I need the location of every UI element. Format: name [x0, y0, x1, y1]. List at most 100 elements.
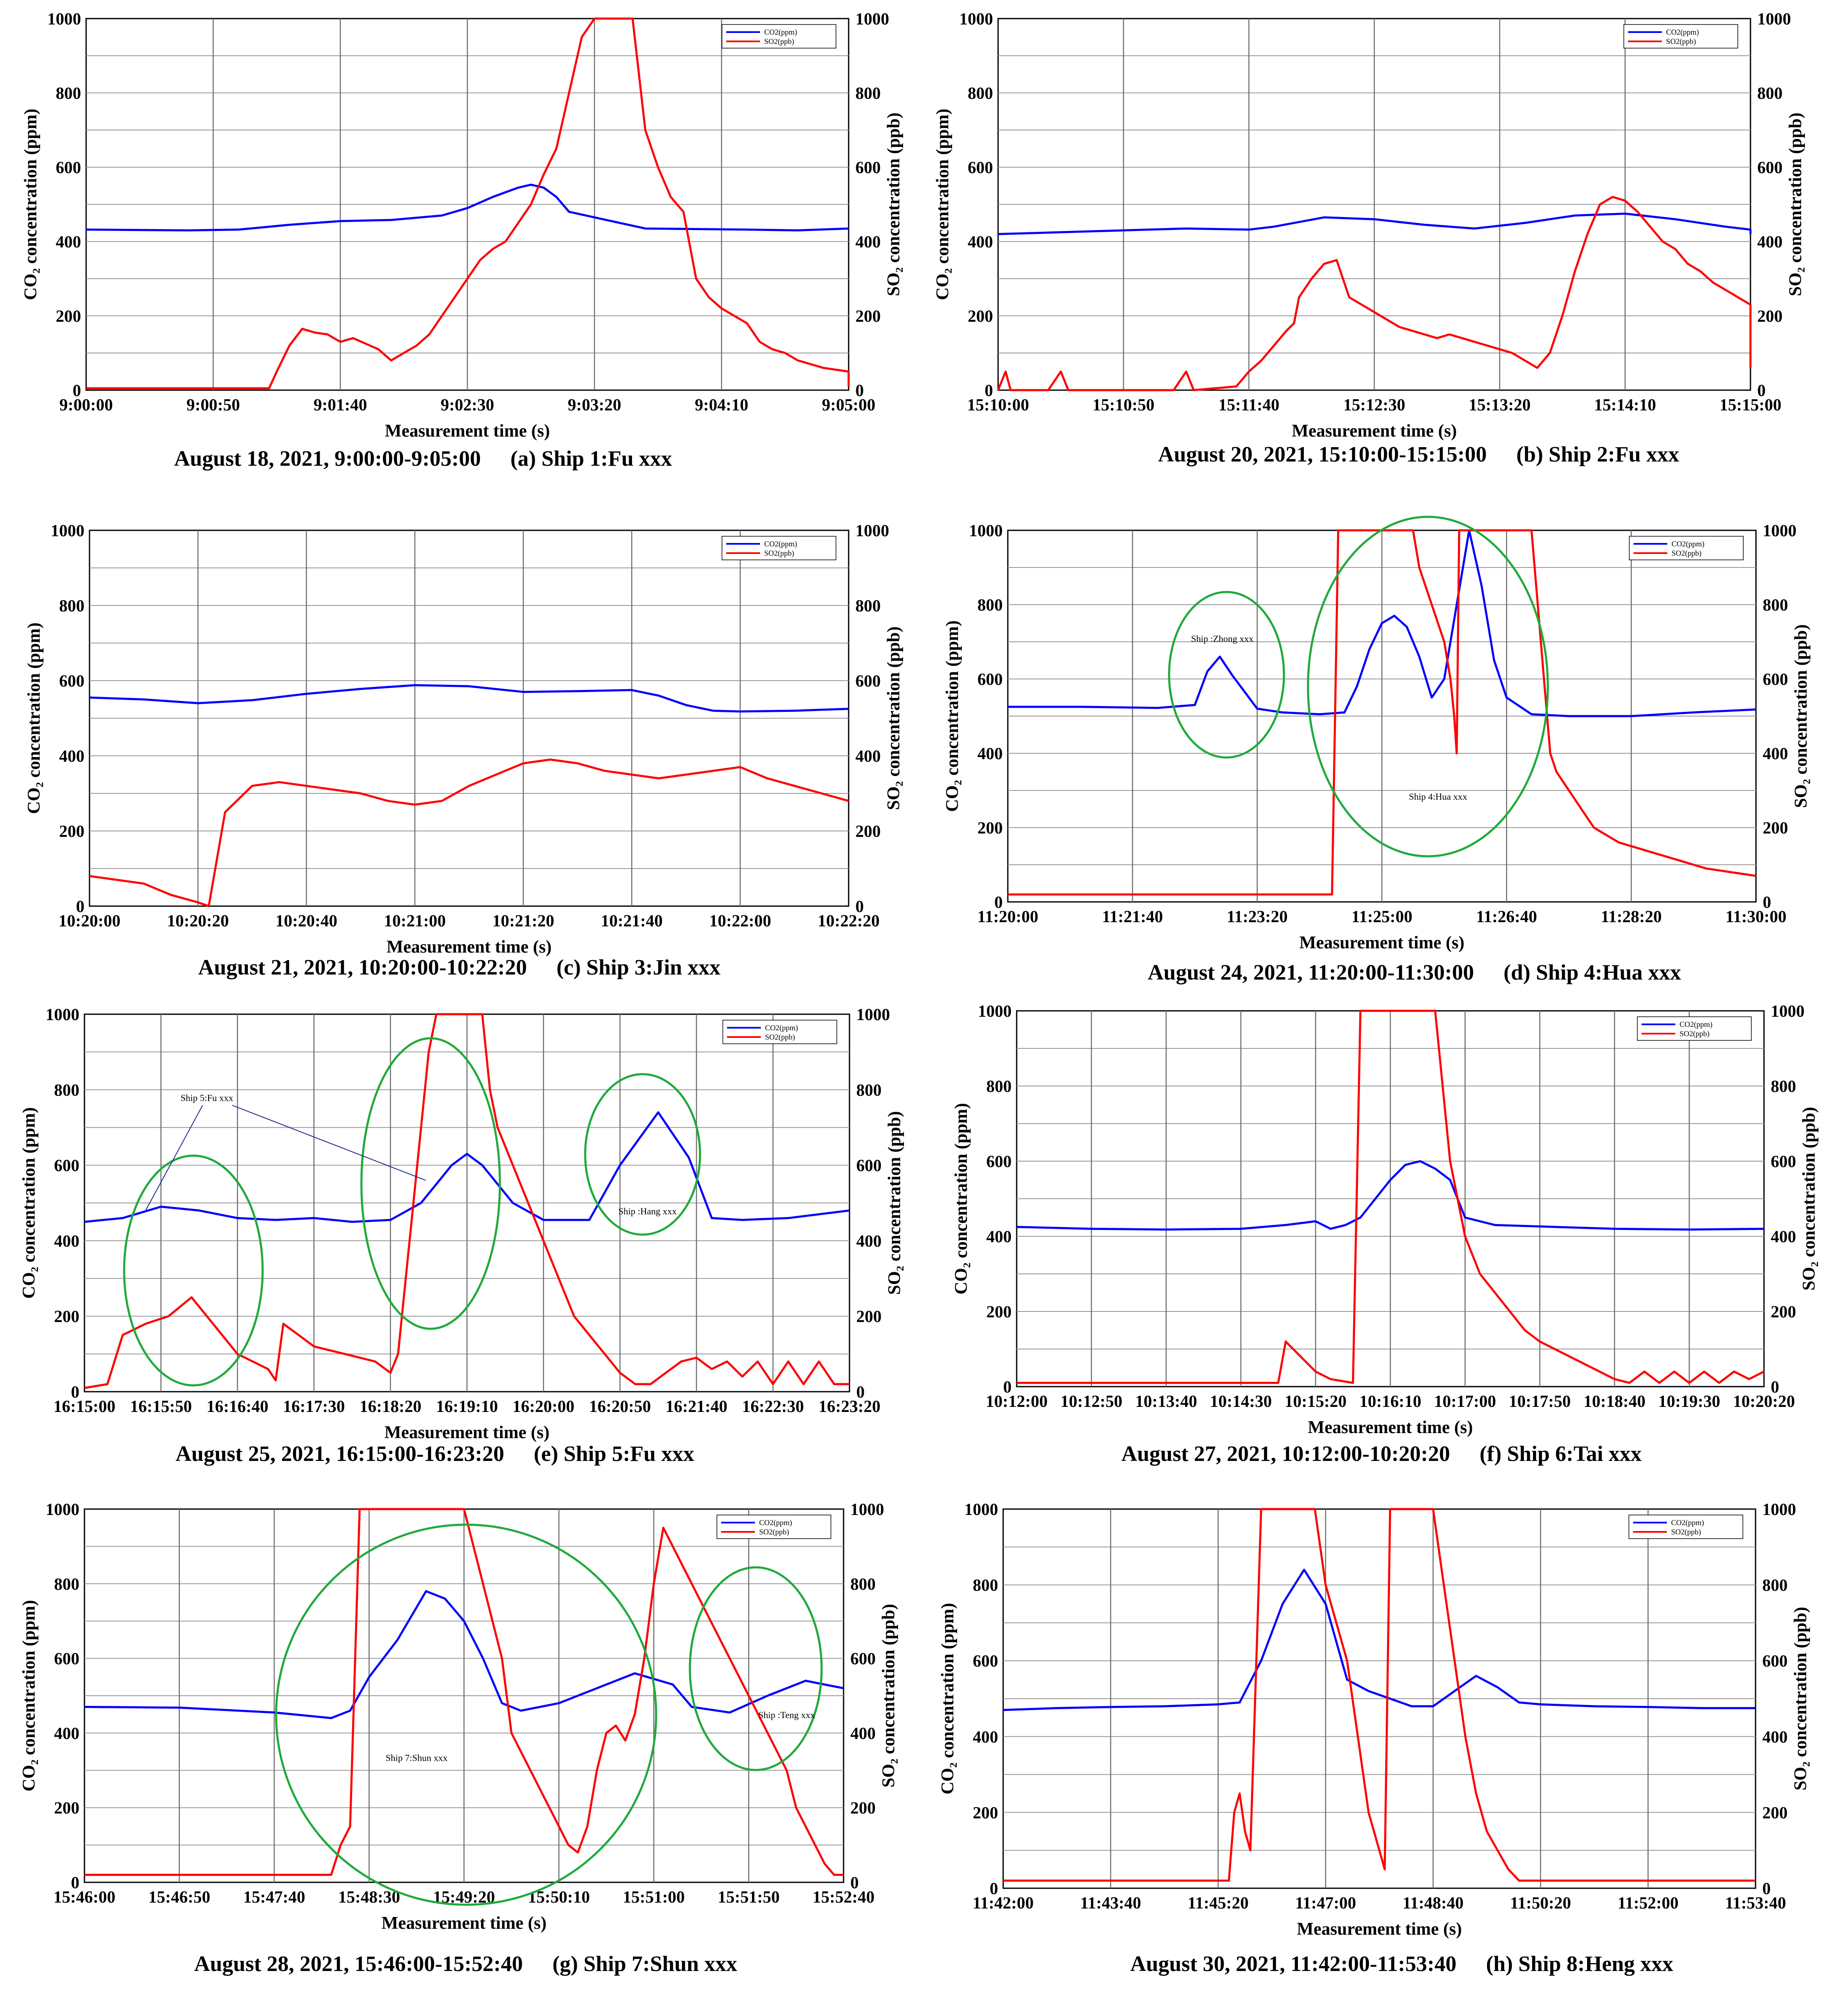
- x-tick-label: 16:19:10: [436, 1397, 498, 1416]
- x-axis-label: Measurement time (s): [1297, 1919, 1462, 1939]
- y-right-tick-label: 0: [1762, 1879, 1771, 1898]
- x-tick-label: 9:04:10: [695, 395, 749, 414]
- ship-annotation: Ship 4:Hua xxx: [1409, 791, 1467, 802]
- panel-caption: August 28, 2021, 15:46:00-15:52:40 (g) Sh…: [194, 1952, 737, 1976]
- x-tick-label: 9:00:50: [187, 395, 240, 414]
- y-right-tick-label: 0: [856, 1382, 865, 1401]
- x-tick-label: 10:16:10: [1360, 1392, 1422, 1411]
- y-right-tick-label: 1000: [1763, 521, 1796, 540]
- y-right-tick-label: 0: [850, 1873, 859, 1892]
- x-tick-label: 10:21:40: [601, 911, 663, 930]
- y-right-tick-label: 200: [1763, 818, 1788, 837]
- x-tick-label: 11:25:00: [1351, 907, 1412, 926]
- x-tick-label: 10:13:40: [1135, 1392, 1197, 1411]
- right-axis-label: SO₂ concentration (ppb): [885, 1111, 904, 1295]
- y-left-tick-label: 1000: [969, 521, 1003, 540]
- left-axis-label: CO₂ concentration (ppm): [19, 1600, 39, 1792]
- so2-series-line: [86, 17, 850, 390]
- caption-date: August 28, 2021, 15:46:00-15:52:40: [194, 1952, 523, 1976]
- x-tick-label: 16:21:40: [665, 1397, 727, 1416]
- y-left-tick-label: 600: [54, 1649, 79, 1668]
- highlight-ellipse: [123, 1154, 264, 1387]
- x-tick-label: 15:15:00: [1720, 395, 1782, 414]
- panel-e: 16:15:00 16:15:50 16:16:40 16:17:30 16:18:20…: [19, 1005, 904, 1466]
- left-axis-label: CO₂ concentration (ppm): [933, 109, 952, 300]
- y-right-tick-label: 600: [1762, 1651, 1788, 1670]
- y-left-tick-label: 1000: [46, 1500, 79, 1519]
- y-left-tick-label: 0: [71, 1873, 79, 1892]
- panel-h: 11:42:00 11:43:40 11:45:20 11:47:00 11:48:40…: [938, 1500, 1810, 1976]
- y-left-tick-label: 400: [56, 232, 81, 251]
- highlight-ellipse: [689, 1566, 823, 1771]
- x-axis-label: Measurement time (s): [385, 421, 550, 441]
- caption-date: August 20, 2021, 15:10:00-15:15:00: [1158, 443, 1487, 467]
- y-right-tick-label: 800: [855, 596, 881, 615]
- legend-co2-label: CO2(ppm): [1671, 1518, 1704, 1527]
- y-right-tick-label: 200: [850, 1798, 876, 1817]
- y-left-tick-label: 0: [76, 897, 84, 916]
- y-left-tick-label: 200: [56, 307, 81, 326]
- y-right-tick-label: 400: [1762, 1727, 1788, 1746]
- right-axis-label: SO₂ concentration (ppb): [884, 627, 904, 810]
- so2-series-line: [84, 1508, 844, 1876]
- y-left-tick-label: 600: [986, 1152, 1012, 1171]
- y-left-tick-label: 400: [54, 1724, 79, 1743]
- legend-so2-label: SO2(ppb): [764, 549, 794, 558]
- legend-box: [1637, 1016, 1752, 1041]
- x-tick-label: 9:01:40: [314, 395, 367, 414]
- y-right-tick-label: 400: [855, 232, 881, 251]
- x-tick-label: 15:51:50: [718, 1887, 780, 1906]
- y-left-tick-label: 600: [56, 158, 81, 177]
- x-tick-label: 10:22:20: [818, 911, 880, 930]
- x-tick-label: 15:51:00: [623, 1887, 685, 1906]
- y-right-tick-label: 600: [855, 158, 881, 177]
- y-right-tick-label: 800: [1757, 84, 1783, 103]
- left-axis-label: CO₂ concentration (ppm): [19, 1107, 39, 1299]
- caption-ship: (c) Ship 3:Jin xxx: [556, 956, 721, 980]
- x-tick-label: 16:18:20: [359, 1397, 421, 1416]
- x-tick-label: 9:03:20: [568, 395, 621, 414]
- x-tick-label: 10:12:00: [986, 1392, 1048, 1411]
- x-tick-label: 11:52:00: [1617, 1893, 1678, 1912]
- so2-series-line: [84, 1013, 849, 1389]
- y-left-tick-label: 800: [973, 1576, 998, 1595]
- x-tick-label: 15:10:50: [1093, 395, 1155, 414]
- caption-date: August 25, 2021, 16:15:00-16:23:20: [176, 1442, 505, 1466]
- x-tick-label: 11:53:40: [1725, 1893, 1786, 1912]
- panel-caption: August 21, 2021, 10:20:00-10:22:20 (c) Sh…: [198, 956, 720, 980]
- y-left-tick-label: 0: [990, 1879, 998, 1898]
- y-left-tick-label: 200: [986, 1302, 1012, 1321]
- y-right-tick-label: 600: [850, 1649, 876, 1668]
- legend-co2-label: CO2(ppm): [1666, 28, 1699, 37]
- y-right-tick-label: 1000: [856, 1005, 890, 1024]
- caption-ship: (g) Ship 7:Shun xxx: [552, 1952, 737, 1976]
- x-tick-label: 11:50:20: [1510, 1893, 1571, 1912]
- y-left-tick-label: 400: [977, 744, 1003, 763]
- y-right-tick-label: 200: [1762, 1803, 1788, 1822]
- right-axis-label: SO₂ concentration (ppb): [1791, 624, 1811, 808]
- y-left-tick-label: 600: [973, 1651, 998, 1670]
- y-left-tick-label: 600: [59, 671, 84, 690]
- y-left-tick-label: 1000: [47, 9, 81, 28]
- caption-ship: (e) Ship 5:Fu xxx: [534, 1442, 694, 1466]
- y-right-tick-label: 1000: [855, 9, 889, 28]
- legend-so2-label: SO2(ppb): [1666, 37, 1696, 46]
- x-tick-label: 15:12:30: [1343, 395, 1406, 414]
- left-axis-label: CO₂ concentration (ppm): [952, 1103, 971, 1295]
- legend-box: [722, 536, 836, 560]
- y-right-tick-label: 400: [856, 1231, 882, 1250]
- y-left-tick-label: 1000: [959, 9, 993, 28]
- x-tick-label: 11:28:20: [1601, 907, 1661, 926]
- highlight-ellipse: [1307, 516, 1549, 858]
- legend-box: [1629, 536, 1744, 560]
- x-tick-label: 15:13:20: [1469, 395, 1531, 414]
- x-tick-label: 9:00:00: [60, 395, 113, 414]
- x-axis-label: Measurement time (s): [1299, 933, 1464, 953]
- y-left-tick-label: 1000: [51, 521, 84, 540]
- x-tick-label: 9:05:00: [822, 395, 876, 414]
- y-right-tick-label: 800: [1771, 1077, 1796, 1096]
- y-right-tick-label: 600: [1757, 158, 1783, 177]
- x-tick-label: 16:20:50: [589, 1397, 651, 1416]
- y-right-tick-label: 400: [1763, 744, 1788, 763]
- panel-caption: August 25, 2021, 16:15:00-16:23:20 (e) Sh…: [176, 1442, 694, 1466]
